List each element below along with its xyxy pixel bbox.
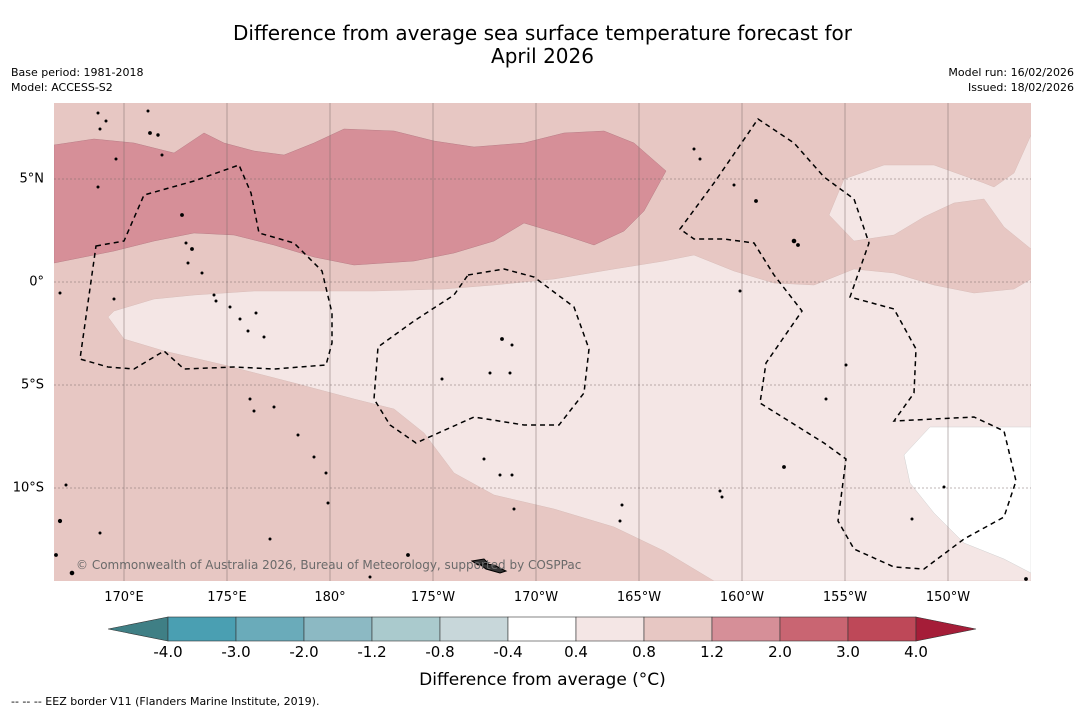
anomaly-band-neutral xyxy=(903,426,1031,574)
lon-label: 180° xyxy=(314,590,346,605)
lon-label: 170°E xyxy=(104,590,144,605)
colorbar-over-extension xyxy=(915,616,977,642)
colorbar-tick-label: 4.0 xyxy=(904,643,928,661)
meta-right: Model run: 16/02/2026 Issued: 18/02/2026 xyxy=(948,65,1074,95)
colorbar-segment xyxy=(643,616,713,642)
island-upolu xyxy=(470,558,490,566)
lon-label: 175°E xyxy=(207,590,247,605)
colorbar-under-extension xyxy=(108,616,169,642)
colorbar-tick-label: -4.0 xyxy=(153,643,183,661)
sst-anomaly-map xyxy=(54,103,1031,581)
lat-label: 5°S xyxy=(20,377,44,393)
lon-label: 165°W xyxy=(616,590,662,605)
title-line-1: Difference from average sea surface temp… xyxy=(232,21,852,45)
eez-border-howland-baker xyxy=(373,268,590,444)
base-period: Base period: 1981-2018 xyxy=(11,66,144,79)
eez-border-kiribati-gilberts xyxy=(79,164,333,370)
colorbar-segment xyxy=(167,616,237,642)
colorbar-tick-label: 0.4 xyxy=(564,643,588,661)
meta-left: Base period: 1981-2018 Model: ACCESS-S2 xyxy=(11,65,143,95)
colorbar-segment xyxy=(847,616,917,642)
anomaly-band-1.2-2.0 xyxy=(54,128,667,266)
colorbar-segment xyxy=(575,616,645,642)
model-run: Model run: 16/02/2026 xyxy=(948,66,1074,79)
colorbar-segment xyxy=(235,616,305,642)
anomaly-band-0.4-0.8 xyxy=(107,254,1031,581)
map-title: Difference from average sea surface temp… xyxy=(0,22,1085,68)
colorbar-segment xyxy=(371,616,441,642)
colorbar-label: Difference from average (°C) xyxy=(419,670,666,690)
lat-label: 0° xyxy=(29,274,44,290)
colorbar-tick-label: -3.0 xyxy=(221,643,251,661)
colorbar-segment xyxy=(439,616,509,642)
lat-label: 10°S xyxy=(12,480,44,496)
anomaly-band-0.4-0.8-north xyxy=(828,134,1031,250)
issued-date: Issued: 18/02/2026 xyxy=(967,81,1074,94)
colorbar-tick-label: 3.0 xyxy=(836,643,860,661)
colorbar-tick-label: 1.2 xyxy=(700,643,724,661)
lon-label: 150°W xyxy=(925,590,971,605)
colorbar-tick-label: 2.0 xyxy=(768,643,792,661)
eez-borders xyxy=(79,117,1017,570)
lon-label: 155°W xyxy=(822,590,868,605)
graticule xyxy=(54,103,1031,581)
model-name: Model: ACCESS-S2 xyxy=(11,81,113,94)
colorbar xyxy=(108,616,977,642)
lat-label: 5°N xyxy=(19,171,45,187)
colorbar-tick-label: -0.4 xyxy=(493,643,523,661)
colorbar-tick-label: -0.8 xyxy=(425,643,455,661)
islands xyxy=(54,109,1028,581)
colorbar-segment xyxy=(303,616,373,642)
copyright-notice: © Commonwealth of Australia 2026, Bureau… xyxy=(76,558,582,572)
colorbar-tick-label: 0.8 xyxy=(632,643,656,661)
eez-footnote: -- -- -- EEZ border V11 (Flanders Marine… xyxy=(11,695,320,708)
colorbar-segment xyxy=(507,616,577,642)
colorbar-tick-label: -2.0 xyxy=(289,643,319,661)
lon-label: 160°W xyxy=(719,590,765,605)
island-tutuila xyxy=(476,562,508,574)
colorbar-segment xyxy=(711,616,781,642)
eez-border-line-islands xyxy=(678,117,1017,570)
lon-label: 170°W xyxy=(513,590,559,605)
colorbar-tick-label: -1.2 xyxy=(357,643,387,661)
colorbar-segment xyxy=(779,616,849,642)
lon-label: 175°W xyxy=(410,590,456,605)
title-line-2: April 2026 xyxy=(491,44,594,68)
